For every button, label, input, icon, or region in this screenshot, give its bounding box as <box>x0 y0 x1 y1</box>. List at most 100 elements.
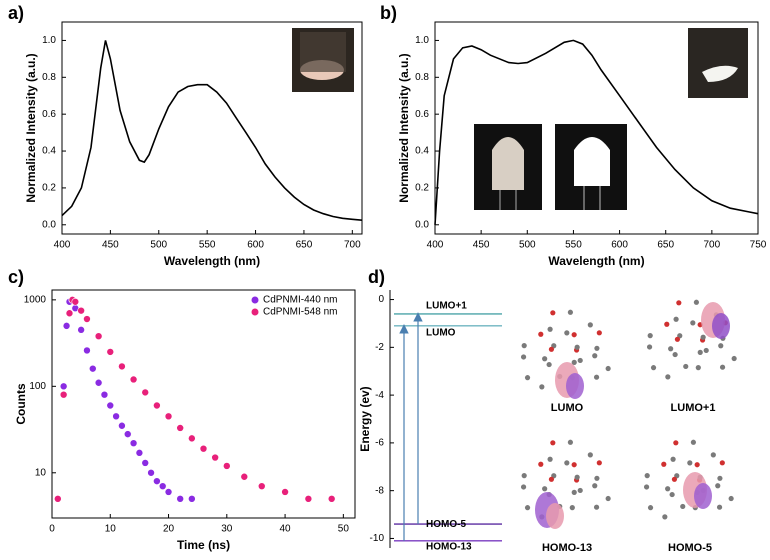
data-point <box>106 348 115 356</box>
atom <box>703 347 709 354</box>
panel-label: c) <box>8 267 24 287</box>
data-point <box>112 412 120 421</box>
atom <box>538 331 544 337</box>
atom <box>594 345 600 351</box>
panel-label: b) <box>380 3 397 23</box>
x-tick-label: 700 <box>344 240 361 251</box>
atom <box>716 504 723 510</box>
y-tick-label: 0 <box>378 294 384 305</box>
x-axis-title: Wavelength (nm) <box>548 254 644 268</box>
data-point <box>65 309 74 318</box>
x-tick-label: 650 <box>657 240 674 251</box>
atom <box>672 351 678 358</box>
atom <box>673 316 679 322</box>
y-tick-label: -6 <box>375 438 384 449</box>
x-tick-label: 600 <box>611 240 628 251</box>
atom <box>548 346 555 352</box>
data-point <box>123 430 132 438</box>
data-point <box>327 495 336 503</box>
y-axis-title: Normalized Intensity (a.u.) <box>397 53 411 202</box>
data-point <box>147 468 155 477</box>
atom <box>571 332 577 338</box>
atom <box>547 456 553 462</box>
y-tick-label: 0.8 <box>42 72 56 83</box>
atom <box>547 326 553 332</box>
atom <box>605 495 611 502</box>
atom <box>671 476 678 482</box>
panel-label: a) <box>8 3 24 23</box>
legend-symbol <box>251 308 259 316</box>
y-tick-label: 1.0 <box>415 35 429 46</box>
plot-frame <box>434 21 759 235</box>
atom <box>718 343 724 349</box>
molecule-image <box>646 299 737 380</box>
data-point <box>141 459 150 467</box>
atom <box>593 374 600 380</box>
x-tick-label: 30 <box>221 524 233 535</box>
atom <box>592 483 598 489</box>
atom <box>546 361 552 368</box>
atom <box>594 475 600 481</box>
atom <box>695 365 701 371</box>
atom <box>548 476 555 482</box>
atom <box>567 439 574 445</box>
legend-symbol <box>251 296 259 304</box>
data-point <box>199 444 208 453</box>
y-tick-label: -10 <box>370 533 385 544</box>
orbital-lobe <box>566 373 584 399</box>
orbital-lobe <box>546 503 564 529</box>
x-tick-label: 50 <box>338 524 350 535</box>
plot-frame <box>61 21 363 235</box>
molecule-image <box>643 439 734 520</box>
data-point <box>62 322 71 330</box>
plot-frame <box>51 289 356 519</box>
x-tick-label: 400 <box>54 240 71 251</box>
atom <box>574 344 580 350</box>
atom <box>567 309 574 315</box>
data-point <box>83 315 91 323</box>
atom <box>690 439 697 445</box>
y-tick-label: 0.4 <box>42 146 56 157</box>
y-tick-label: 10 <box>35 467 47 478</box>
atom <box>521 343 527 349</box>
panel-label: d) <box>368 267 385 287</box>
x-tick-label: 10 <box>105 524 117 535</box>
atom <box>569 505 575 511</box>
x-tick-label: 600 <box>247 240 264 251</box>
data-point <box>94 332 103 340</box>
data-point <box>188 495 196 503</box>
level-label: HOMO-5 <box>426 519 466 530</box>
y-axis-title: Energy (ev) <box>358 386 372 451</box>
data-point <box>77 326 85 334</box>
data-point <box>304 495 313 503</box>
atom <box>731 355 737 362</box>
atom <box>605 365 611 372</box>
legend-label: CdPNMI-440 nm <box>263 295 337 306</box>
data-point <box>94 378 103 387</box>
x-tick-label: 450 <box>102 240 119 251</box>
atom <box>538 461 544 467</box>
atom <box>664 321 670 327</box>
atom <box>668 346 674 352</box>
atom <box>520 354 527 360</box>
atom <box>673 440 679 446</box>
atom <box>719 460 725 466</box>
x-tick-label: 650 <box>296 240 313 251</box>
atom <box>644 473 650 479</box>
y-tick-label: -2 <box>375 342 384 353</box>
atom <box>662 514 668 520</box>
data-point <box>164 488 173 496</box>
x-axis-title: Time (ns) <box>177 538 230 552</box>
data-point <box>257 482 266 490</box>
y-tick-label: 0.4 <box>415 146 429 157</box>
data-point <box>88 364 97 373</box>
data-point <box>71 297 80 306</box>
atom <box>577 357 583 364</box>
atom <box>564 460 570 466</box>
orbital-label: HOMO-5 <box>668 542 712 554</box>
atom <box>596 330 602 336</box>
data-point <box>176 495 184 503</box>
data-point <box>281 488 289 496</box>
molecule-image <box>520 439 611 529</box>
inset-photo <box>292 28 354 92</box>
